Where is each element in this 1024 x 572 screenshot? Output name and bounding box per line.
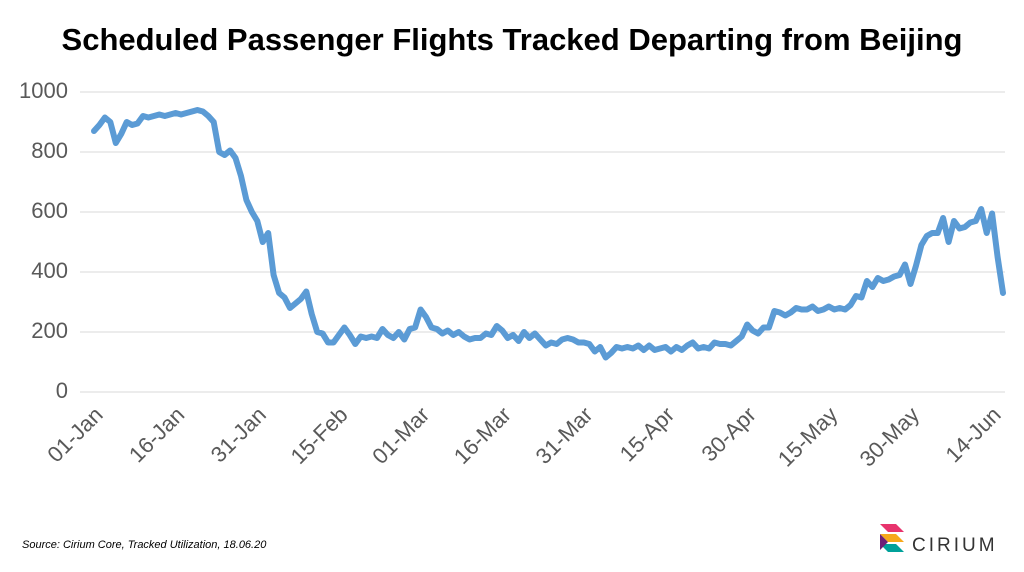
- source-note: Source: Cirium Core, Tracked Utilization…: [22, 539, 267, 551]
- y-tick-label: 0: [56, 378, 68, 403]
- x-tick-label: 14-Jun: [941, 402, 1006, 467]
- x-tick-label: 15-May: [773, 402, 843, 472]
- x-tick-label: 01-Mar: [367, 402, 434, 469]
- x-tick-label: 30-May: [855, 402, 925, 472]
- y-tick-label: 800: [31, 138, 68, 163]
- y-tick-label: 400: [31, 258, 68, 283]
- y-tick-label: 1000: [19, 78, 68, 103]
- x-tick-label: 31-Mar: [531, 402, 598, 469]
- x-tick-label: 16-Jan: [124, 402, 189, 467]
- data-line: [91, 107, 1006, 361]
- x-tick-label: 16-Mar: [449, 402, 516, 469]
- y-tick-label: 600: [31, 198, 68, 223]
- x-tick-label: 31-Jan: [206, 402, 271, 467]
- x-tick-label: 15-Feb: [286, 402, 353, 469]
- x-tick-label: 01-Jan: [42, 402, 107, 467]
- y-tick-label: 200: [31, 318, 68, 343]
- x-tick-label: 15-Apr: [615, 402, 679, 466]
- chart-title: Scheduled Passenger Flights Tracked Depa…: [62, 22, 963, 57]
- logo-icon: [880, 524, 904, 552]
- x-tick-label: 30-Apr: [696, 402, 760, 466]
- logo-text: CIRIUM: [912, 535, 998, 556]
